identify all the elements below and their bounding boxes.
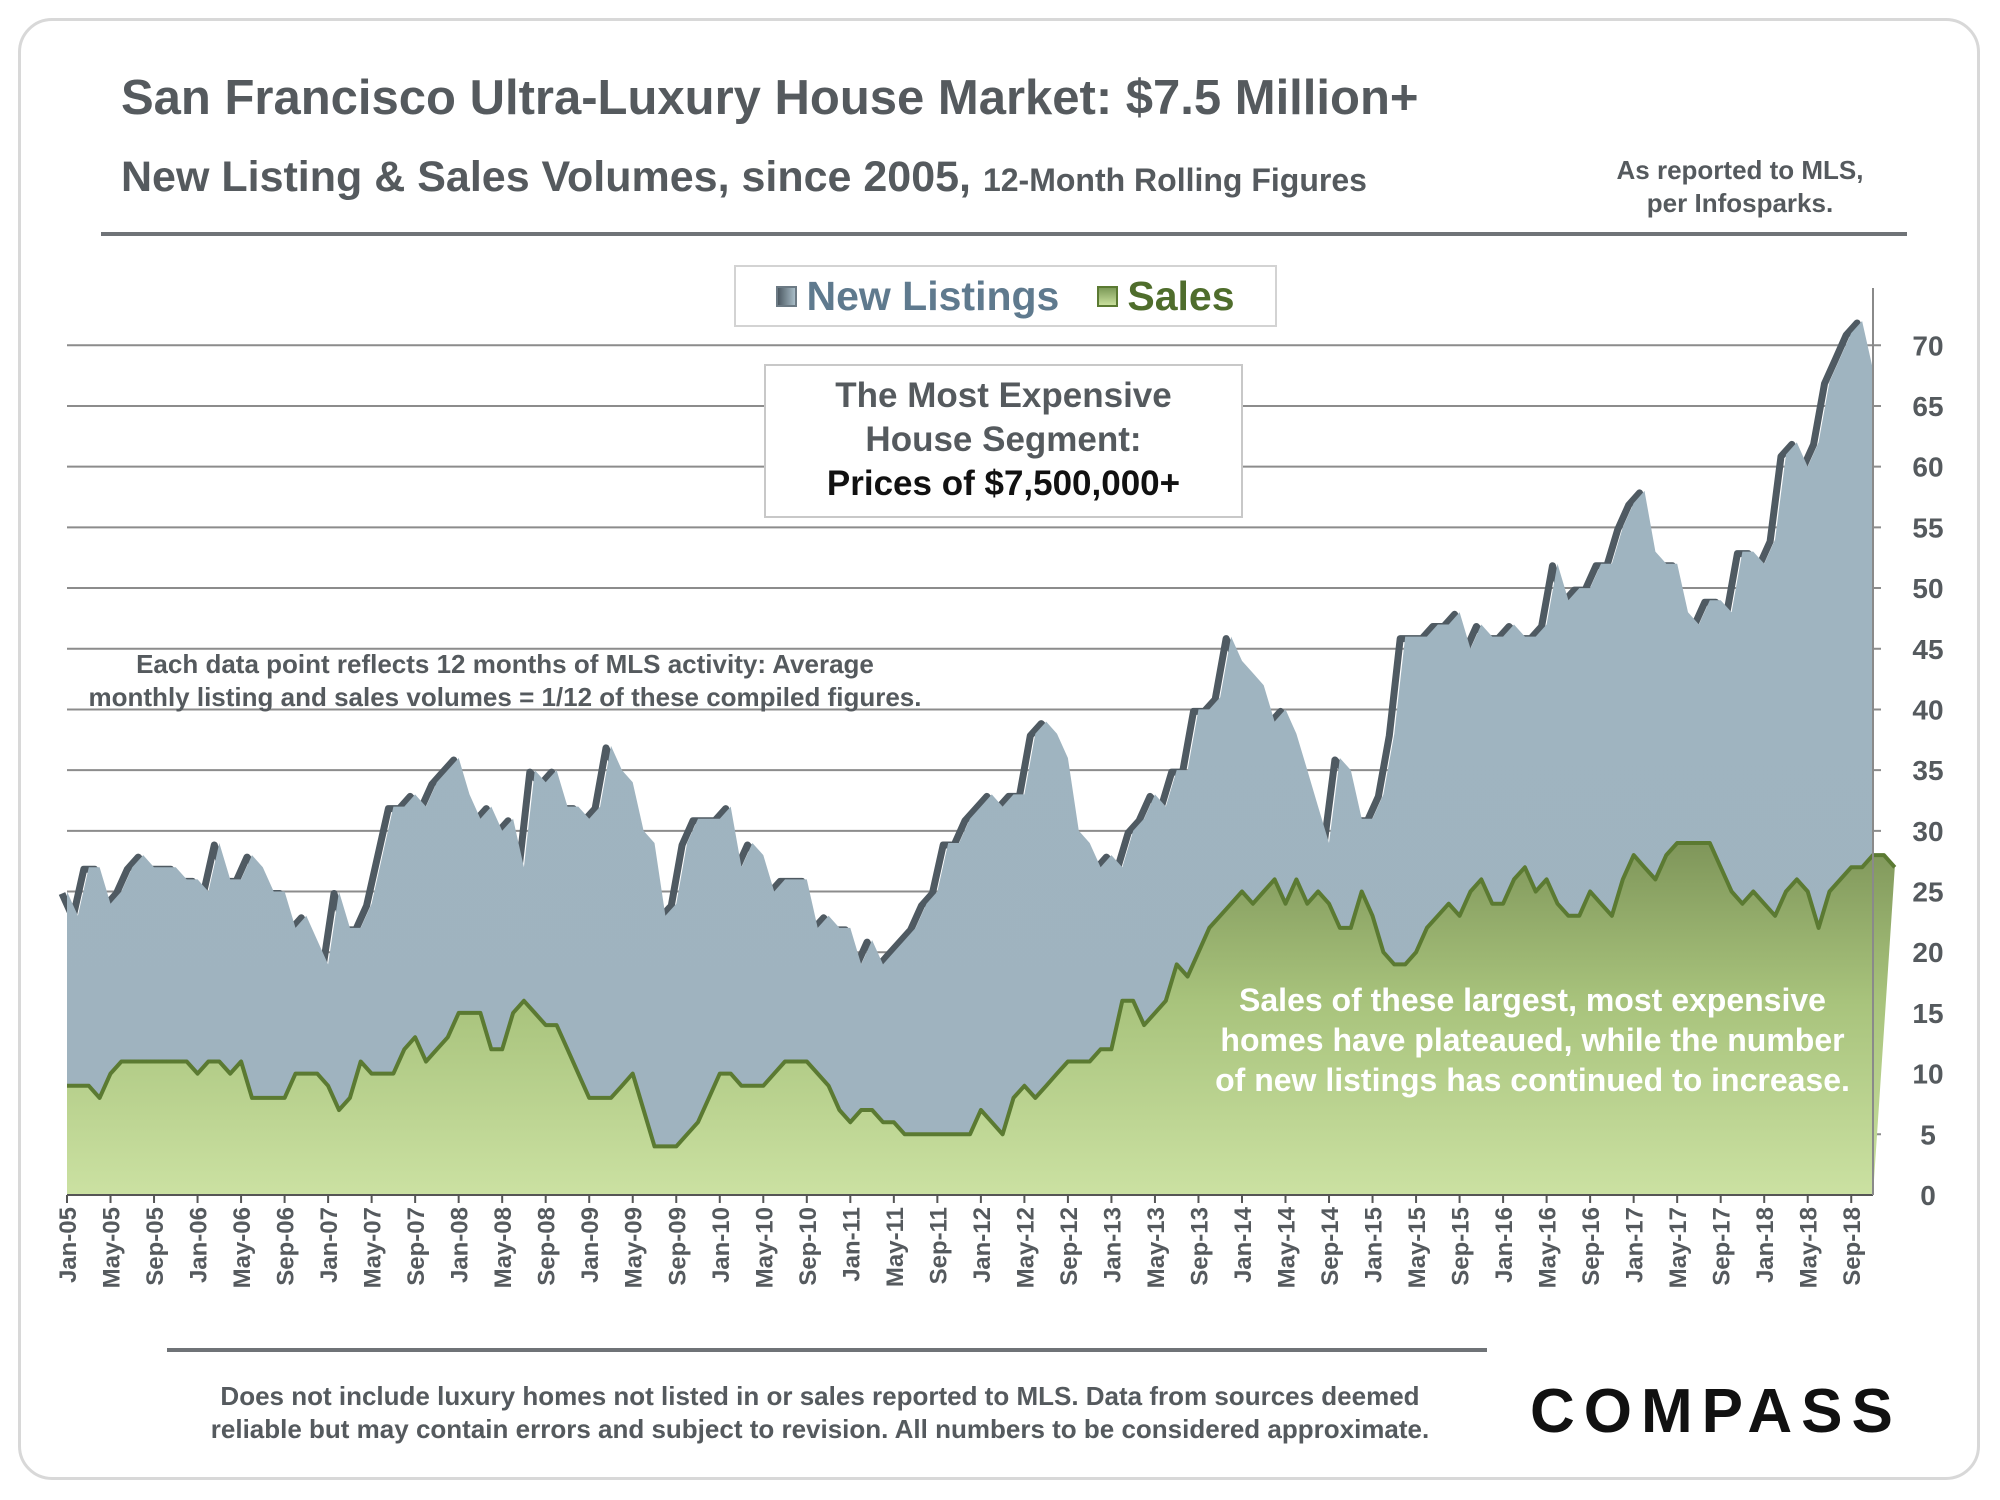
x-tick-label: May-13 <box>1143 1207 1170 1288</box>
y-tick-label: 55 <box>1912 512 1943 543</box>
x-tick-label: Sep-12 <box>1056 1207 1083 1286</box>
x-tick-label: Sep-11 <box>925 1207 952 1284</box>
x-tick-label: Sep-14 <box>1317 1206 1344 1285</box>
sales-area <box>67 843 1895 1195</box>
legend-label-sales: Sales <box>1127 272 1235 319</box>
new-listings-swatch-icon <box>776 285 798 307</box>
chart-title: San Francisco Ultra-Luxury House Market:… <box>121 71 1419 125</box>
y-tick-label: 0 <box>1920 1180 1936 1211</box>
y-tick-label: 60 <box>1912 452 1943 483</box>
subtitle-main: New Listing & Sales Volumes, since 2005, <box>121 153 971 201</box>
x-tick-label: May-18 <box>1796 1207 1823 1288</box>
x-tick-label: Sep-17 <box>1709 1207 1736 1286</box>
methodology-note-line-2: monthly listing and sales volumes = 1/12… <box>88 682 922 712</box>
x-tick-label: May-06 <box>229 1207 256 1288</box>
footer-divider <box>167 1348 1487 1352</box>
disclaimer-line-2: reliable but may contain errors and subj… <box>210 1414 1430 1444</box>
y-tick-label: 5 <box>1920 1119 1936 1150</box>
source-line-1: As reported to MLS, <box>1616 155 1864 185</box>
segment-line-2: House Segment: <box>865 420 1142 459</box>
x-tick-label: Jan-16 <box>1491 1207 1518 1283</box>
compass-logo: COMPASS <box>1530 1377 1902 1446</box>
subtitle-note: 12-Month Rolling Figures <box>982 162 1367 198</box>
x-tick-label: Jan-17 <box>1622 1207 1649 1283</box>
callout-line-3: of new listings has continued to increas… <box>1215 1062 1850 1098</box>
sales-callout: Sales of these largest, most expensive h… <box>1195 980 1870 1100</box>
callout-line-1: Sales of these largest, most expensive <box>1239 982 1826 1018</box>
x-tick-label: May-09 <box>621 1207 648 1288</box>
x-tick-label: Jan-05 <box>55 1207 82 1283</box>
x-tick-label: May-16 <box>1535 1207 1562 1288</box>
disclaimer-line-1: Does not include luxury homes not listed… <box>220 1381 1420 1411</box>
x-tick-label: May-15 <box>1404 1207 1431 1288</box>
x-tick-label: Sep-10 <box>795 1207 822 1286</box>
x-tick-label: Jan-09 <box>577 1207 604 1283</box>
x-tick-label: Jan-12 <box>969 1207 996 1283</box>
legend: New Listings Sales <box>734 265 1277 327</box>
x-tick-label: Sep-18 <box>1839 1207 1866 1286</box>
disclaimer: Does not include luxury homes not listed… <box>160 1380 1480 1446</box>
x-tick-label: Sep-09 <box>664 1207 691 1286</box>
y-tick-label: 15 <box>1912 998 1943 1029</box>
x-tick-label: Jan-13 <box>1099 1207 1126 1283</box>
x-tick-label: Jan-07 <box>316 1207 343 1283</box>
source-line-2: per Infosparks. <box>1646 188 1834 218</box>
segment-line-3: Prices of $7,500,000+ <box>826 464 1181 503</box>
methodology-note: Each data point reflects 12 months of ML… <box>75 648 935 714</box>
x-tick-label: May-05 <box>99 1207 126 1288</box>
y-tick-label: 35 <box>1912 755 1943 786</box>
x-tick-label: Jan-06 <box>186 1207 213 1283</box>
y-tick-label: 70 <box>1912 330 1943 361</box>
x-tick-label: Sep-06 <box>273 1207 300 1286</box>
x-tick-label: May-10 <box>751 1207 778 1288</box>
x-tick-label: Jan-08 <box>447 1207 474 1283</box>
methodology-note-line-1: Each data point reflects 12 months of ML… <box>136 649 874 679</box>
x-tick-label: Jan-18 <box>1752 1207 1779 1283</box>
x-tick-label: Sep-05 <box>142 1207 169 1286</box>
x-tick-labels: Jan-05 May-05 Sep-05 Jan-06 May-06 Sep-06 Jan-… <box>55 1195 1866 1288</box>
x-tick-label: Sep-07 <box>403 1207 430 1286</box>
y-tick-label: 40 <box>1912 694 1943 725</box>
x-tick-label: May-11 <box>882 1207 909 1287</box>
x-tick-label: May-14 <box>1274 1206 1301 1288</box>
legend-item-new-listings: New Listings <box>776 273 1059 320</box>
y-tick-label: 45 <box>1912 634 1943 665</box>
x-tick-label: Jan-11 <box>838 1207 865 1282</box>
chart-subtitle: New Listing & Sales Volumes, since 2005,… <box>121 153 1367 202</box>
x-tick-label: May-12 <box>1012 1207 1039 1288</box>
legend-label-new-listings: New Listings <box>806 272 1060 319</box>
sales-line <box>67 841 1897 1149</box>
y-tick-label: 25 <box>1912 877 1943 908</box>
x-tick-label: Sep-13 <box>1186 1207 1213 1286</box>
segment-line-1: The Most Expensive <box>835 376 1172 415</box>
y-tick-label: 30 <box>1912 816 1943 847</box>
area-chart: 0 5 10 15 20 25 30 35 40 45 50 55 60 65 70 Jan-05 May-0… <box>55 288 1944 1288</box>
source-note: As reported to MLS, per Infosparks. <box>1560 154 1920 220</box>
y-tick-label: 65 <box>1912 391 1943 422</box>
y-tick-label: 50 <box>1912 573 1943 604</box>
y-tick-labels: 0 5 10 15 20 25 30 35 40 45 50 55 60 65 70 <box>1912 330 1943 1211</box>
sales-swatch-icon <box>1097 285 1119 307</box>
x-tick-label: Sep-15 <box>1448 1207 1475 1286</box>
legend-item-sales: Sales <box>1097 272 1235 320</box>
x-tick-label: May-17 <box>1665 1207 1692 1288</box>
segment-annotation-box: The Most Expensive House Segment: Prices… <box>764 364 1243 518</box>
y-tick-label: 10 <box>1912 1059 1943 1090</box>
x-tick-label: Jan-10 <box>708 1207 735 1283</box>
x-tick-label: Jan-14 <box>1230 1206 1257 1283</box>
x-tick-label: Jan-15 <box>1361 1207 1388 1283</box>
y-tick-label: 20 <box>1912 937 1943 968</box>
header-divider <box>101 232 1907 236</box>
x-tick-label: May-07 <box>360 1207 387 1288</box>
x-tick-label: May-08 <box>490 1207 517 1288</box>
callout-line-2: homes have plateaued, while the number <box>1220 1022 1845 1058</box>
x-tick-label: Sep-08 <box>534 1207 561 1286</box>
x-tick-label: Sep-16 <box>1578 1207 1605 1286</box>
